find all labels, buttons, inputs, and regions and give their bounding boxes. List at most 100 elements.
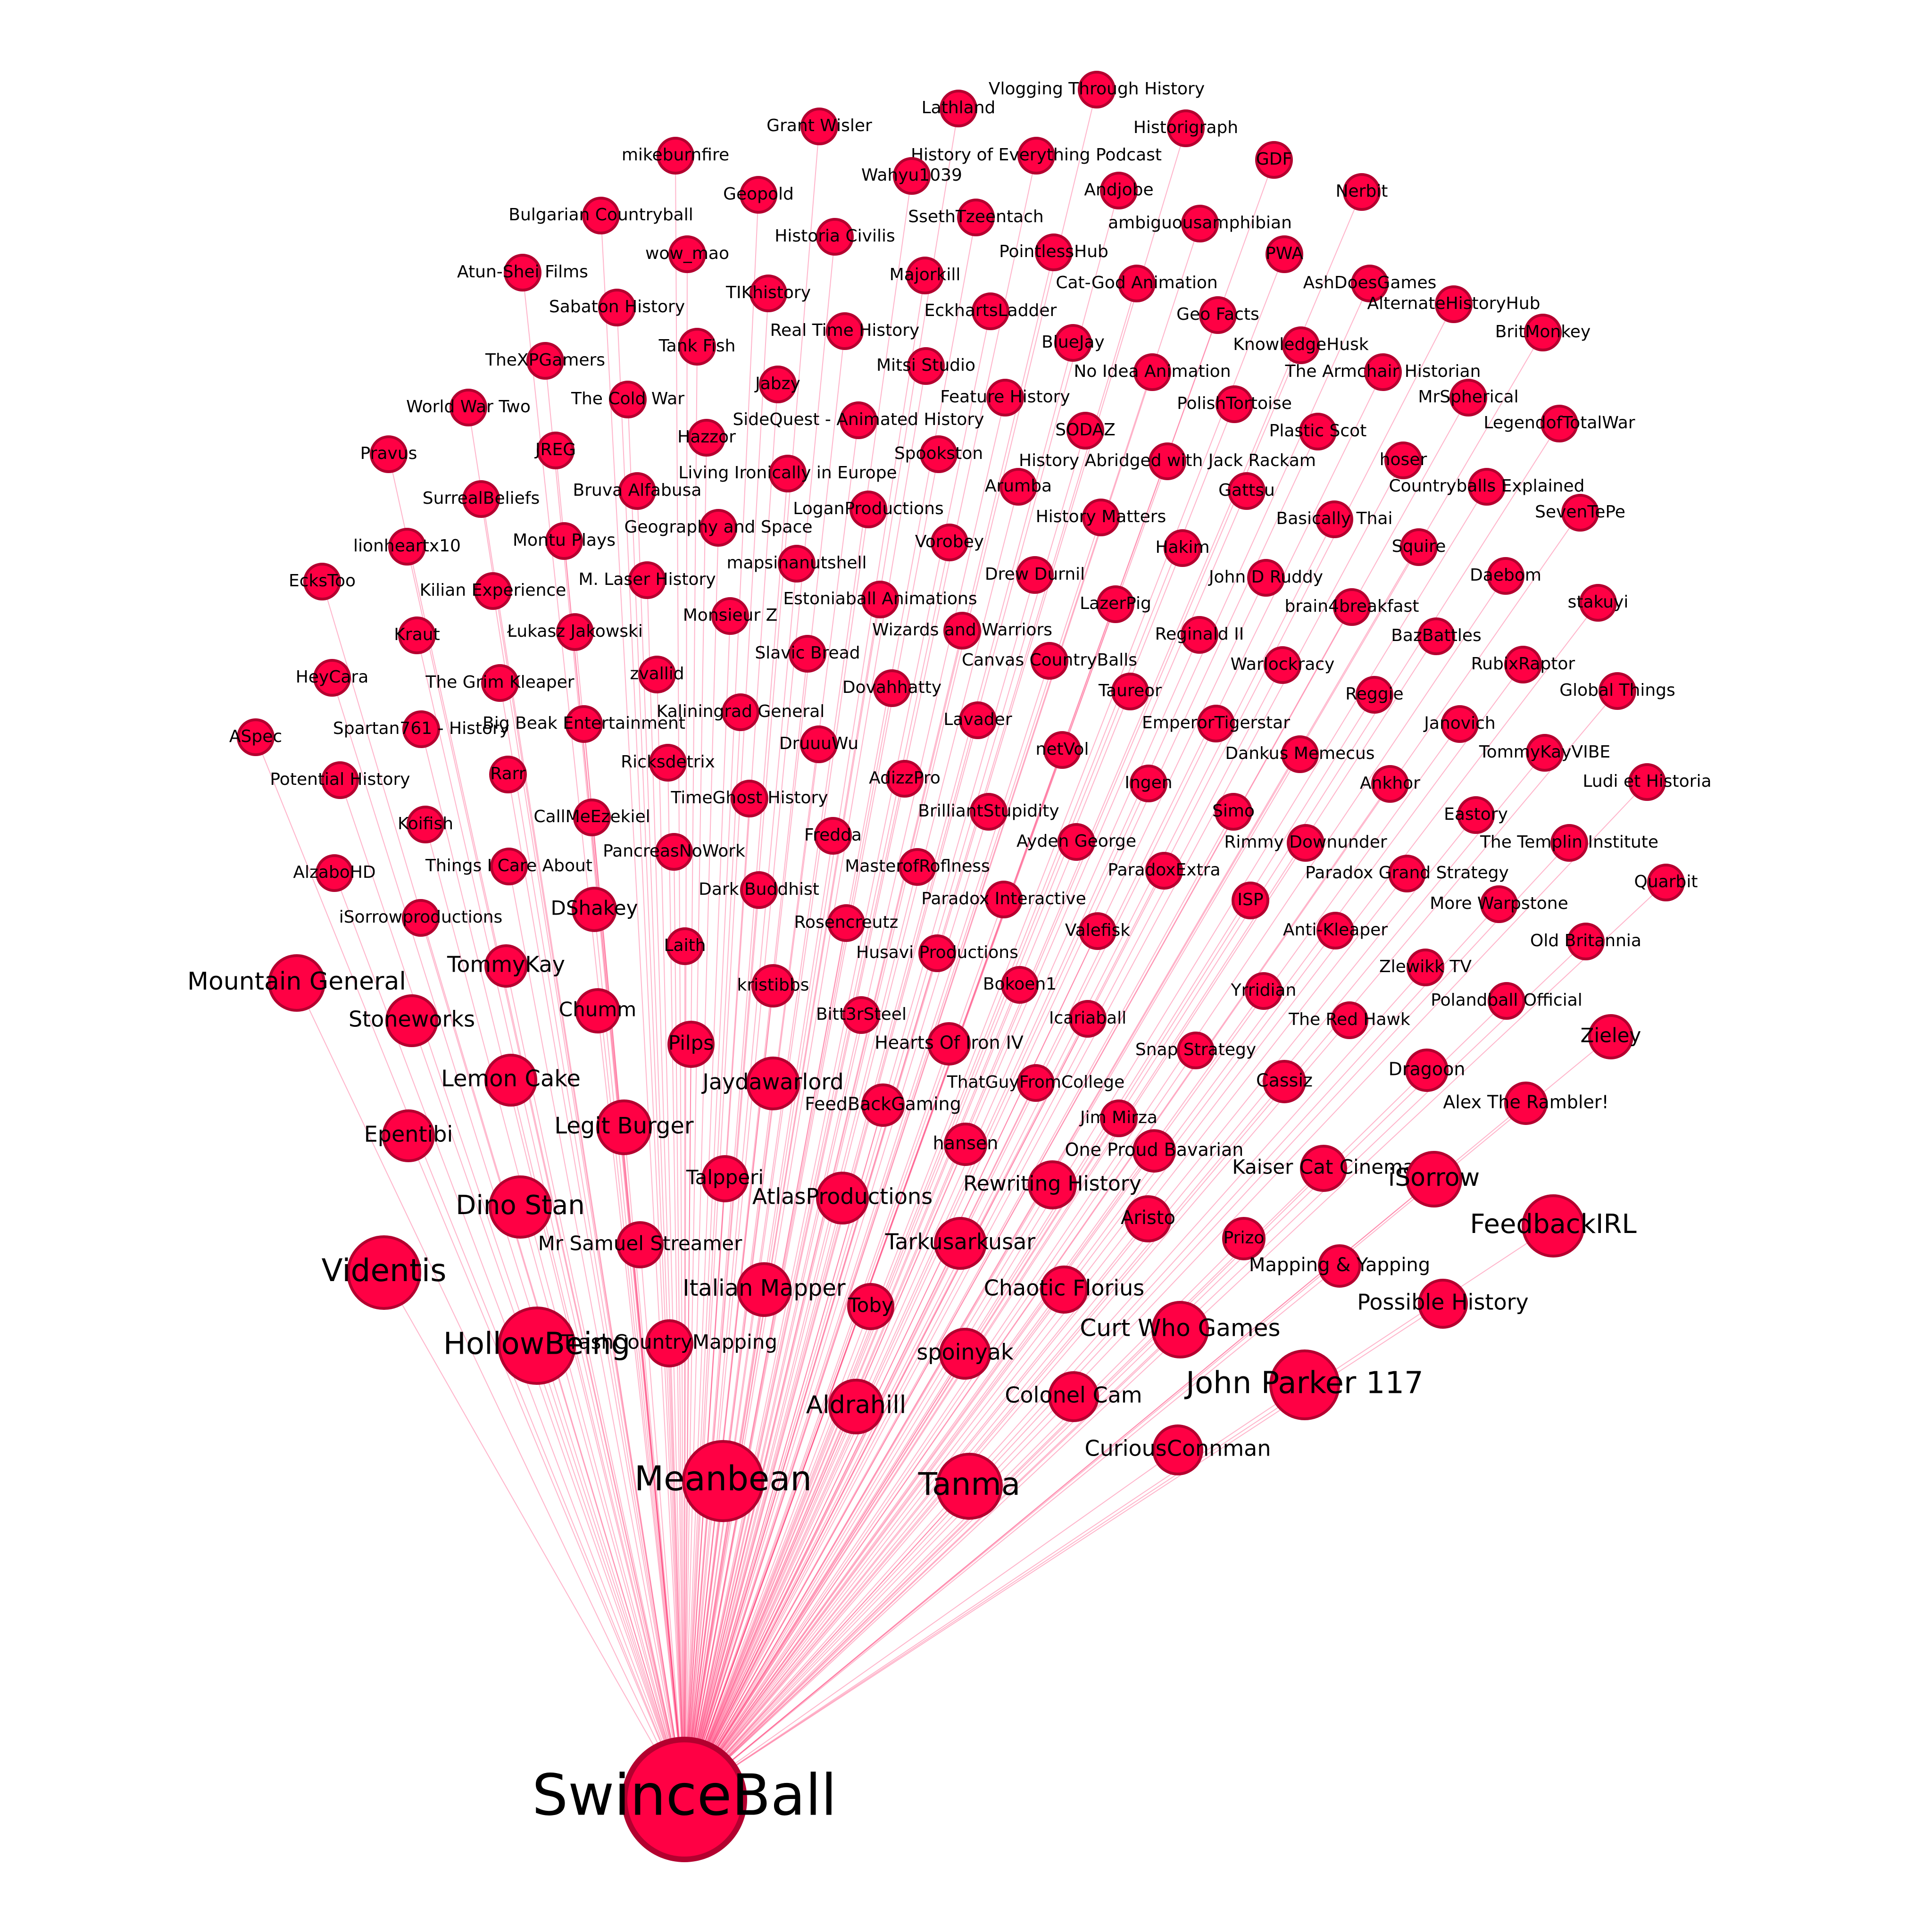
node-meanbean: Meanbean [634, 1440, 812, 1522]
node-circle [666, 927, 704, 965]
edge-lazerpig [684, 604, 1116, 1800]
node-label: History Abridged with Jack Rackam [1019, 451, 1316, 470]
node-circle [481, 664, 519, 702]
node-circle [1388, 855, 1426, 892]
node-brilliantstupidity: BrilliantStupidity [918, 793, 1059, 831]
edge-fredda [684, 835, 833, 1800]
edge-aspec [255, 737, 685, 1800]
node-label: Bitt3rSteel [816, 1005, 907, 1024]
node-lionheartx10: lionheartx10 [353, 528, 461, 566]
node-feedbackirl: FeedbackIRL [1470, 1194, 1637, 1257]
node-circle [1480, 885, 1518, 923]
node-circle [609, 381, 647, 418]
node-label: Canvas CountryBalls [962, 650, 1137, 670]
node-label: Geography and Space [624, 517, 812, 537]
node-no-idea-animation: No Idea Animation [1074, 353, 1231, 391]
edge-chaotic-florius [684, 1289, 1065, 1800]
node-dankus-memecus: Dankus Memecus [1225, 735, 1375, 773]
node-fredda: Fredda [804, 817, 862, 855]
node-sabaton-history: Sabaton History [549, 289, 685, 326]
node-label: LoganProductions [793, 499, 943, 518]
node-label: The Templin Institute [1480, 833, 1658, 852]
node-circle [598, 289, 636, 326]
node-label: Geopold [723, 184, 794, 204]
node-circle [489, 1175, 552, 1239]
node-label: ParadoxExtra [1108, 860, 1220, 880]
node-ayden-george: Ayden George [1016, 823, 1136, 861]
node-isp: ISP [1232, 882, 1269, 919]
edge-cat-god-animation [684, 283, 1137, 1800]
node-stoneworks: Stoneworks [349, 994, 475, 1047]
node-label: Yrridian [1231, 981, 1297, 1000]
node-label: AlternateHistoryHub [1367, 294, 1540, 313]
node-circle [861, 581, 899, 618]
edge-wahyu1039 [684, 175, 912, 1800]
node-pointlesshub: PointlessHub [999, 233, 1108, 271]
edge-tikhistory [684, 293, 769, 1800]
node-hansen: hansen [933, 1123, 998, 1166]
node-prizo: Prizo [1222, 1217, 1266, 1260]
node-label: Tank Fish [658, 336, 736, 356]
edge-history-abridged-with-jack-rackam [684, 461, 1168, 1800]
node-pwa: PWA [1266, 235, 1303, 273]
node-circle [907, 347, 945, 385]
node-circle [402, 899, 440, 937]
node-label: Hearts Of Iron IV [874, 1033, 1024, 1053]
edge-tarkusarkusar [684, 1243, 961, 1800]
node-label: Basically Thai [1276, 509, 1393, 528]
node-circle [1406, 1151, 1462, 1208]
node-circle [936, 1453, 1003, 1520]
node-label: Ayden George [1016, 832, 1136, 851]
node-label: Lathland [922, 98, 996, 117]
node-label: zvallid [630, 664, 684, 683]
node-dino-stan: Dino Stan [456, 1175, 585, 1239]
node-label: Legit Burger [554, 1113, 694, 1139]
edge-bulgarian-countryball [600, 215, 685, 1800]
node-paradoxextra: ParadoxExtra [1108, 852, 1221, 890]
node-circle [842, 996, 880, 1034]
node-circle [1407, 949, 1444, 986]
node-spoinyak: spoinyak [916, 1328, 1014, 1380]
node-label: Colonel Cam [1005, 1382, 1142, 1408]
node-label: Geo Facts [1176, 305, 1259, 324]
edge-surrealbeliefs [481, 499, 685, 1800]
node-epentibi: Epentibi [364, 1109, 453, 1162]
node-label: History of Everything Podcast [911, 145, 1162, 165]
node-paradox-grand-strategy: Paradox Grand Strategy [1305, 855, 1509, 892]
edge-eckhartsladder [684, 311, 991, 1800]
node-circle [731, 780, 768, 817]
node-circle [655, 833, 693, 871]
edge-rimmy-downunder [684, 842, 1306, 1800]
edge-andjobe [684, 190, 1119, 1800]
edge-potential-history [340, 780, 685, 1800]
node-circle [959, 701, 997, 739]
edge-canvas-countryballs [684, 660, 1050, 1800]
node-label: Dino Stan [456, 1190, 585, 1221]
node-label: Nerbit [1336, 182, 1388, 201]
node-history-of-everything-podcast: History of Everything Podcast [911, 137, 1162, 175]
node-talpperi: Talpperi [686, 1155, 764, 1202]
node-circle [1282, 326, 1320, 364]
node-countryballs-explained: Countryballs Explained [1389, 468, 1584, 506]
node-circle [759, 366, 797, 403]
node-circle [999, 468, 1037, 506]
node-label: Chaotic Florius [984, 1275, 1145, 1301]
node-janovich: Janovich [1423, 705, 1496, 743]
node-circle [1152, 1424, 1203, 1475]
node-label: PolishTortoise [1177, 394, 1292, 413]
node-label: Cat-God Animation [1056, 273, 1217, 292]
node-lemon-cake: Lemon Cake [441, 1054, 581, 1107]
node-circle [370, 435, 408, 473]
node-jim-mirza: Jim Mirza [1079, 1099, 1158, 1137]
node-label: Squire [1392, 537, 1446, 556]
node-label: Mountain General [187, 967, 406, 996]
node-circle [474, 572, 512, 610]
edge-reggie [684, 694, 1375, 1800]
node-more-warpstone: More Warpstone [1430, 885, 1568, 923]
node-label: TommyKay [447, 952, 565, 977]
node-label: More Warpstone [1430, 894, 1568, 913]
node-circle [1504, 1082, 1548, 1125]
node-label: LegendofTotalWar [1483, 413, 1635, 433]
node-kilian-experience: Kilian Experience [420, 572, 566, 610]
node-circle [1255, 141, 1293, 179]
